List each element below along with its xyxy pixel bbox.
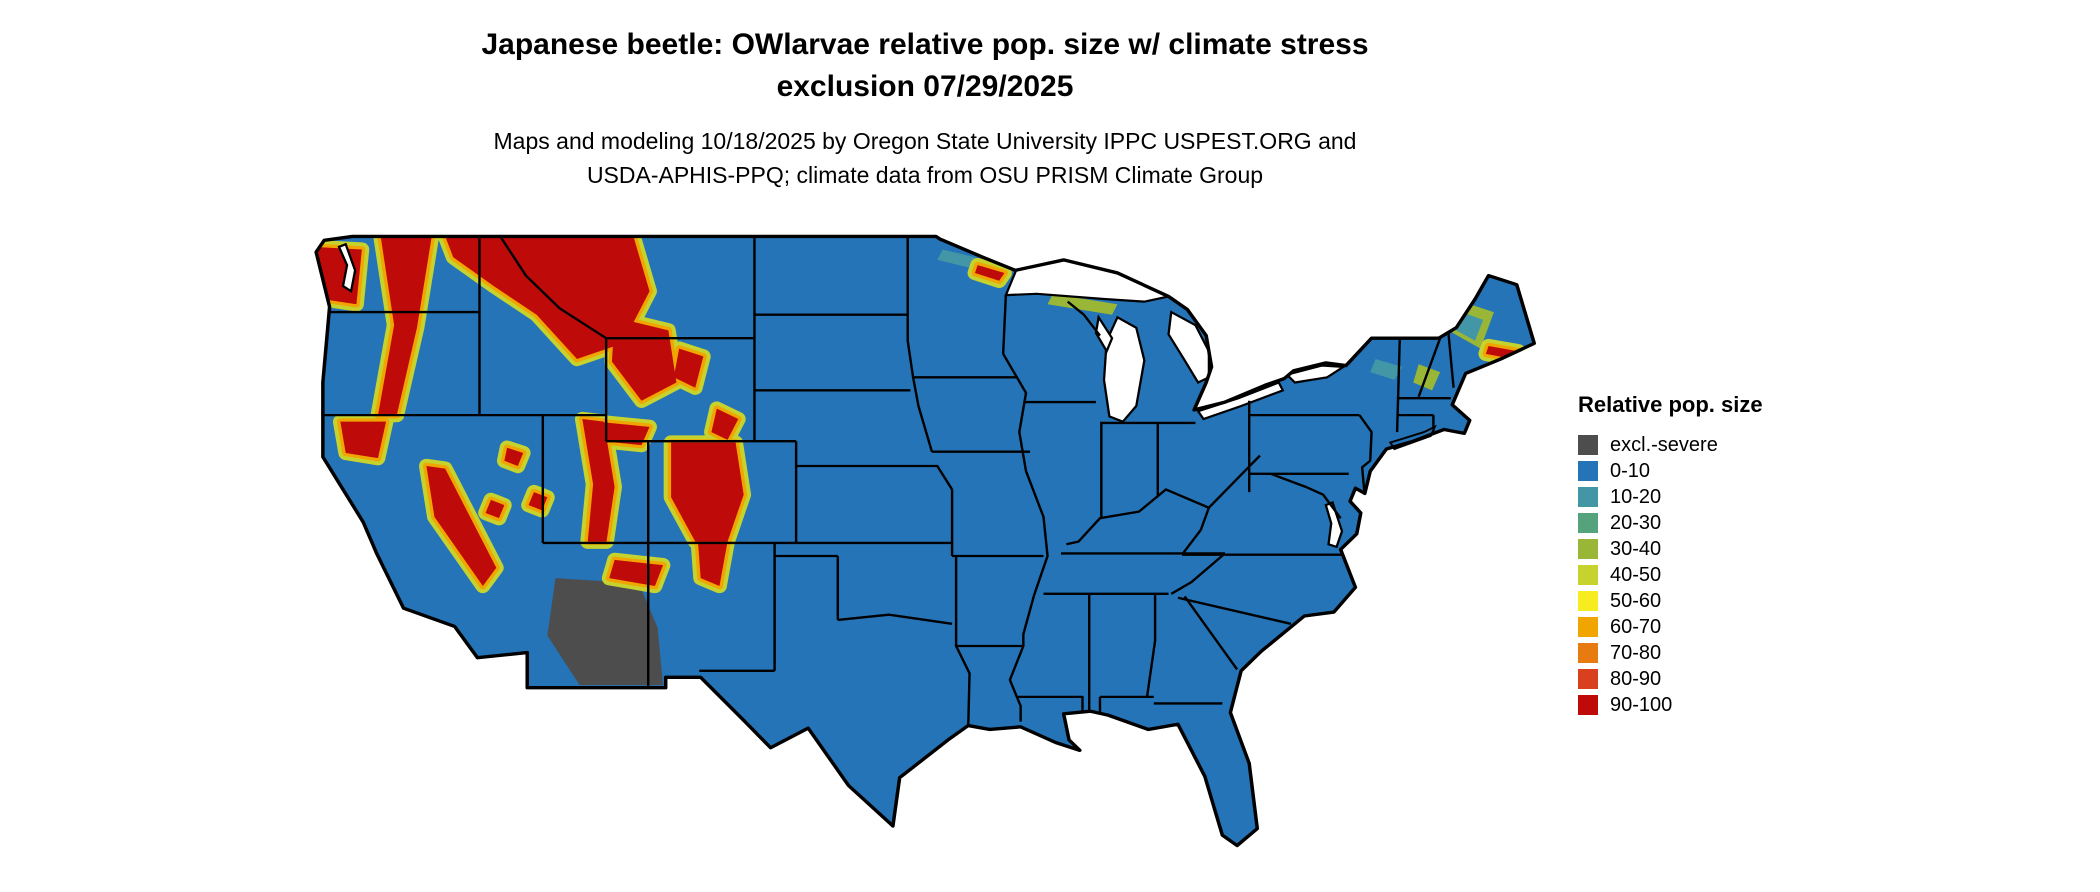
state-borders xyxy=(322,236,1455,727)
legend-title: Relative pop. size xyxy=(1578,392,1763,417)
legend-label: 60-70 xyxy=(1610,616,1662,638)
green-bay xyxy=(1094,314,1114,354)
page-title-line1: Japanese beetle: OWlarvae relative pop. … xyxy=(481,28,1369,61)
legend-swatch xyxy=(1578,487,1598,507)
legend-label: 10-20 xyxy=(1610,486,1662,508)
chesapeake-bay xyxy=(1324,501,1344,549)
legend-item: 40-50 xyxy=(1578,562,1858,588)
lake-huron xyxy=(1167,310,1211,384)
legend-item: 70-80 xyxy=(1578,640,1858,666)
legend-item: 90-100 xyxy=(1578,692,1858,718)
legend-swatch xyxy=(1578,669,1598,689)
legend-item: 80-90 xyxy=(1578,666,1858,692)
legend-swatch xyxy=(1578,617,1598,637)
legend-item: 60-70 xyxy=(1578,614,1858,640)
legend-swatch xyxy=(1578,695,1598,715)
us-map xyxy=(300,226,1545,886)
legend-label: 0-10 xyxy=(1610,460,1651,482)
legend-item: 30-40 xyxy=(1578,536,1858,562)
map-overlays xyxy=(316,236,1518,727)
legend-label: 80-90 xyxy=(1610,668,1662,690)
legend-swatch xyxy=(1578,513,1598,533)
legend-swatch xyxy=(1578,643,1598,663)
legend-item: 0-10 xyxy=(1578,458,1858,484)
legend-swatch xyxy=(1578,461,1598,481)
excluded-zone-arizona xyxy=(547,578,664,686)
legend: Relative pop. size excl.-severe 0-10 10-… xyxy=(1578,392,1858,718)
header: Japanese beetle: OWlarvae relative pop. … xyxy=(0,24,1850,192)
lakes xyxy=(337,242,1347,549)
legend-label: 70-80 xyxy=(1610,642,1662,664)
legend-swatch xyxy=(1578,435,1598,455)
legend-label: 50-60 xyxy=(1610,590,1662,612)
subtitle-line2: USDA-APHIS-PPQ; climate data from OSU PR… xyxy=(586,162,1264,188)
legend-swatch xyxy=(1578,591,1598,611)
us-map-svg xyxy=(314,234,1536,848)
legend-label: excl.-severe xyxy=(1610,434,1718,456)
subtitle: Maps and modeling 10/18/2025 by Oregon S… xyxy=(0,124,1850,192)
legend-item: 50-60 xyxy=(1578,588,1858,614)
legend-item: 10-20 xyxy=(1578,484,1858,510)
legend-items: excl.-severe 0-10 10-20 20-30 30-40 40-5… xyxy=(1578,432,1858,718)
legend-item: 20-30 xyxy=(1578,510,1858,536)
legend-label: 90-100 xyxy=(1610,694,1673,716)
puget-sound xyxy=(337,242,357,294)
legend-label: 40-50 xyxy=(1610,564,1662,586)
legend-swatch xyxy=(1578,539,1598,559)
page-title-line2: exclusion 07/29/2025 xyxy=(776,70,1074,103)
legend-label: 20-30 xyxy=(1610,512,1662,534)
subtitle-line1: Maps and modeling 10/18/2025 by Oregon S… xyxy=(493,128,1357,154)
lake-michigan xyxy=(1102,315,1146,423)
legend-swatch xyxy=(1578,565,1598,585)
legend-label: 30-40 xyxy=(1610,538,1662,560)
legend-item: excl.-severe xyxy=(1578,432,1858,458)
